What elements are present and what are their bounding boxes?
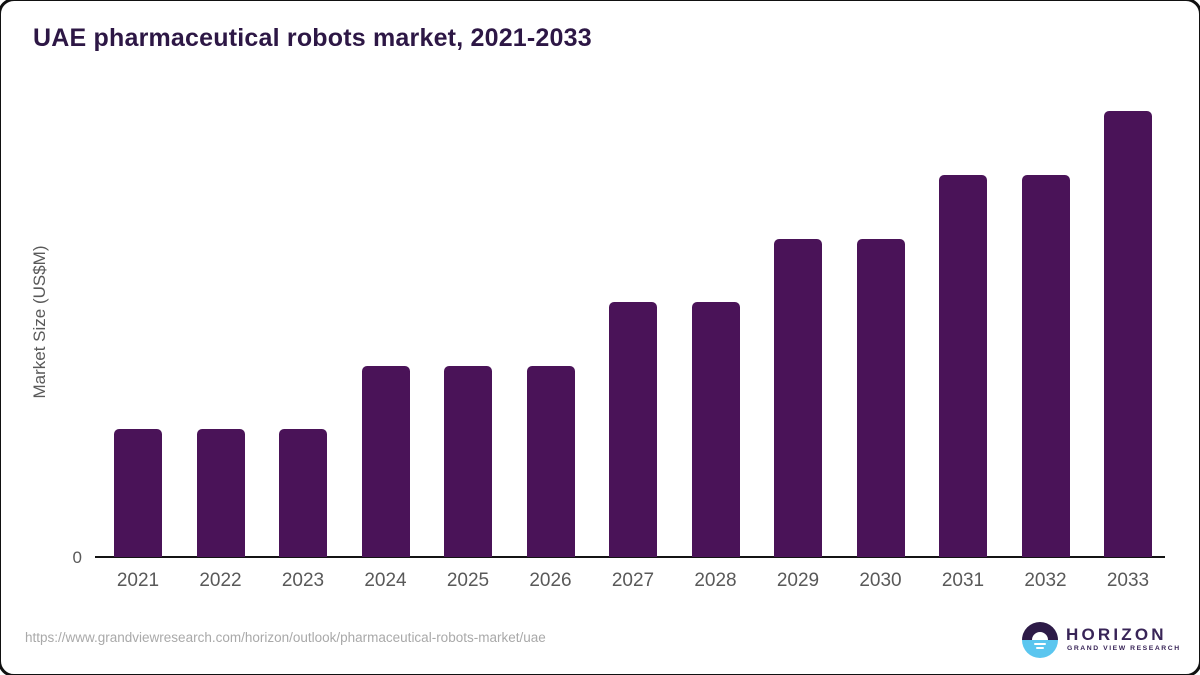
bar-2023: [279, 429, 327, 557]
x-tick-label-2024: 2024: [364, 570, 407, 591]
x-tick-label-2021: 2021: [116, 570, 160, 591]
horizon-logo: HORIZON GRAND VIEW RESEARCH: [1022, 622, 1179, 662]
bar-2027: [609, 302, 657, 557]
bar-2031: [939, 175, 987, 557]
bar-2032: [1021, 175, 1070, 557]
x-tick-label-2026: 2026: [529, 570, 572, 591]
y-axis-label: Market Size (US$M): [30, 245, 49, 399]
source-url: https://www.grandviewresearch.com/horizo…: [25, 630, 546, 645]
bar-2025: [444, 366, 492, 557]
bar-2033: [1104, 111, 1152, 557]
x-tick-label-2027: 2027: [611, 570, 655, 591]
chart-title: UAE pharmaceutical robots market, 2021-2…: [33, 24, 592, 52]
x-tick-label-2025: 2025: [446, 570, 490, 591]
sun-reflection-line: [1034, 643, 1046, 645]
logo-wordmark: HORIZON: [1066, 625, 1167, 644]
bar-2026: [526, 366, 575, 557]
x-tick-label-2022: 2022: [199, 570, 242, 591]
x-tick-label-2023: 2023: [281, 570, 325, 591]
horizon-logo-icon: [1022, 622, 1058, 658]
x-tick-label-2028: 2028: [694, 570, 737, 591]
x-axis-line: [95, 556, 1165, 558]
sun-reflection-line: [1036, 647, 1044, 649]
logo-subtext: GRAND VIEW RESEARCH: [1067, 645, 1181, 652]
x-tick-label-2031: 2031: [941, 570, 985, 591]
bar-2028: [691, 302, 740, 557]
sun-icon: [1032, 632, 1048, 640]
x-tick-label-2029: 2029: [776, 570, 820, 591]
bar-2021: [114, 429, 162, 557]
bar-2024: [361, 366, 410, 557]
bar-2030: [856, 239, 905, 557]
x-tick-label-2032: 2032: [1024, 570, 1067, 591]
x-tick-label-2033: 2033: [1106, 570, 1150, 591]
bar-2029: [774, 239, 822, 557]
bar-2022: [196, 429, 245, 557]
x-tick-label-2030: 2030: [859, 570, 902, 591]
y-axis-tick-zero: 0: [72, 548, 82, 567]
